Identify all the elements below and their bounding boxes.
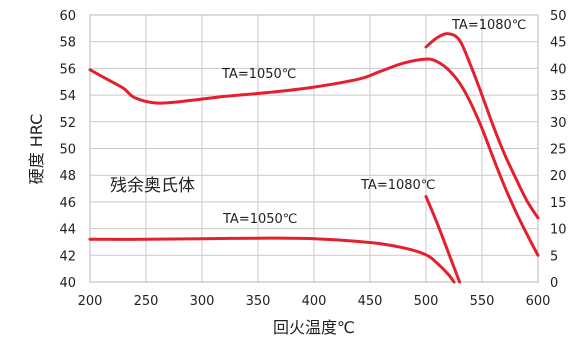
- left-tick-label: 48: [59, 169, 76, 184]
- series-retained-austenite-1050: [88, 236, 456, 284]
- right-tick-label: 0: [550, 276, 558, 291]
- right-tick-label: 50: [550, 9, 567, 24]
- chart-grid: [89, 14, 539, 283]
- x-axis-title: 回火温度℃: [273, 318, 355, 337]
- left-tick-label: 50: [59, 143, 76, 158]
- right-tick-label: 45: [550, 36, 567, 51]
- right-tick-label: 15: [550, 196, 567, 211]
- series-hardness-1080: [424, 32, 540, 220]
- series-hardness-1050: [88, 57, 540, 257]
- right-tick-label: 25: [550, 143, 567, 158]
- left-tick-label: 42: [59, 249, 76, 264]
- y-axis-title: 硬度 HRC: [27, 114, 46, 185]
- annotation-ra-1080: TA=1080℃: [360, 178, 435, 193]
- left-tick-label: 60: [59, 9, 76, 24]
- right-tick-label: 35: [550, 89, 567, 104]
- x-tick-label: 300: [190, 294, 215, 309]
- left-tick-label: 54: [59, 89, 76, 104]
- annotation-retained-austenite: 残余奥氏体: [110, 176, 195, 196]
- left-tick-label: 56: [59, 62, 76, 77]
- x-tick-label: 600: [526, 294, 551, 309]
- annotation-ra-1050: TA=1050℃: [222, 212, 297, 227]
- x-tick-label: 350: [246, 294, 271, 309]
- x-tick-label: 450: [358, 294, 383, 309]
- right-tick-label: 10: [550, 223, 567, 238]
- left-tick-label: 46: [59, 196, 76, 211]
- x-axis-ticks: 200 250 300 350 400 450 500 550 600: [78, 294, 551, 309]
- annotation-hardness-1050: TA=1050℃: [221, 67, 296, 82]
- left-axis-ticks: 40 42 44 46 48 50 52 54 56 58 60: [59, 9, 76, 291]
- x-tick-label: 500: [414, 294, 439, 309]
- right-tick-label: 30: [550, 116, 567, 131]
- left-tick-label: 44: [59, 223, 76, 238]
- right-tick-label: 5: [550, 249, 558, 264]
- left-tick-label: 52: [59, 116, 76, 131]
- x-tick-label: 200: [78, 294, 103, 309]
- x-tick-label: 250: [134, 294, 159, 309]
- right-tick-label: 20: [550, 169, 567, 184]
- right-tick-label: 40: [550, 62, 567, 77]
- series-retained-austenite-1080: [424, 195, 462, 284]
- chart-series: [88, 32, 540, 284]
- right-axis-ticks: 0 5 10 15 20 25 30 35 40 45 50: [550, 9, 567, 291]
- annotation-hardness-1080: TA=1080℃: [451, 18, 526, 33]
- x-tick-label: 400: [302, 294, 327, 309]
- left-tick-label: 40: [59, 276, 76, 291]
- x-tick-label: 550: [470, 294, 495, 309]
- plot-frame: [89, 14, 539, 283]
- left-tick-label: 58: [59, 36, 76, 51]
